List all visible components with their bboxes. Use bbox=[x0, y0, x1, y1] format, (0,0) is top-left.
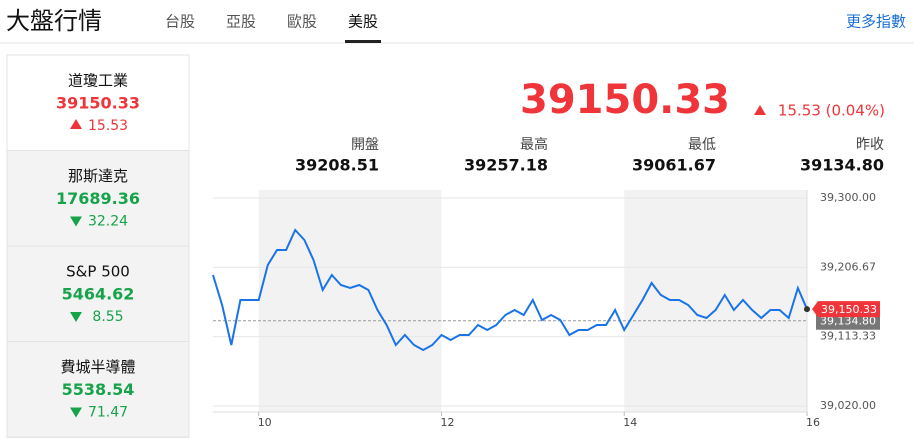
price-line bbox=[212, 228, 808, 352]
session-band bbox=[624, 190, 807, 412]
more-link[interactable]: 更多指數 bbox=[846, 13, 906, 31]
index-item[interactable] bbox=[6, 245, 190, 342]
quote-change: 15.53 (0.04%) bbox=[778, 102, 885, 120]
index-change: 15.53 bbox=[88, 118, 128, 134]
trend-arrow bbox=[70, 216, 82, 227]
index-value: 5538.54 bbox=[62, 380, 135, 399]
active-tab-underline bbox=[345, 40, 381, 43]
stat-label: 最高 bbox=[520, 136, 548, 153]
index-change: 8.55 bbox=[92, 309, 123, 325]
trend-arrow bbox=[70, 119, 82, 129]
market-tab[interactable]: 台股 bbox=[165, 13, 195, 31]
quote-price: 39150.33 bbox=[520, 77, 730, 123]
stat-value: 39134.80 bbox=[800, 156, 884, 175]
y-tick-label: 39,300.00 bbox=[820, 191, 876, 204]
index-name: S&P 500 bbox=[66, 263, 130, 281]
index-item[interactable] bbox=[6, 341, 190, 438]
index-name: 費城半導體 bbox=[60, 358, 135, 376]
x-tick-label: 12 bbox=[440, 416, 454, 429]
index-name: 道瓊工業 bbox=[68, 72, 128, 90]
stat-value: 39061.67 bbox=[632, 156, 716, 175]
index-value: 5464.62 bbox=[62, 285, 135, 304]
prev-close-label: 39,134.80 bbox=[820, 315, 876, 328]
stat-label: 開盤 bbox=[351, 137, 379, 153]
y-tick-label: 39,206.67 bbox=[820, 260, 876, 273]
index-name: 那斯達克 bbox=[68, 167, 128, 185]
x-tick-label: 10 bbox=[258, 416, 272, 429]
last-price-tag bbox=[812, 301, 880, 318]
index-item[interactable] bbox=[6, 54, 190, 151]
index-change: 32.24 bbox=[88, 214, 128, 230]
stat-label: 最低 bbox=[688, 137, 716, 153]
trend-arrow bbox=[754, 105, 766, 115]
x-tick-label: 14 bbox=[623, 416, 637, 429]
trend-arrow bbox=[70, 407, 82, 418]
session-band bbox=[258, 190, 442, 412]
index-value: 39150.33 bbox=[56, 94, 140, 113]
market-tab[interactable]: 歐股 bbox=[287, 13, 317, 31]
stat-label: 昨收 bbox=[856, 137, 884, 153]
last-point bbox=[804, 306, 810, 313]
y-tick-label: 39,020.00 bbox=[820, 399, 876, 412]
trend-arrow bbox=[70, 312, 82, 322]
x-tick-label: 16 bbox=[806, 416, 820, 429]
y-tick-label: 39,113.33 bbox=[820, 330, 876, 343]
stat-value: 39257.18 bbox=[464, 156, 548, 175]
last-price-label: 39,150.33 bbox=[821, 303, 877, 316]
stat-value: 39208.51 bbox=[295, 156, 379, 175]
market-tab[interactable]: 亞股 bbox=[226, 13, 256, 31]
prev-close-tag bbox=[816, 313, 880, 330]
page-title: 大盤行情 bbox=[6, 7, 102, 35]
market-tab[interactable]: 美股 bbox=[348, 13, 378, 31]
index-change: 71.47 bbox=[88, 405, 128, 421]
index-value: 17689.36 bbox=[56, 189, 140, 208]
index-item[interactable] bbox=[6, 150, 190, 247]
